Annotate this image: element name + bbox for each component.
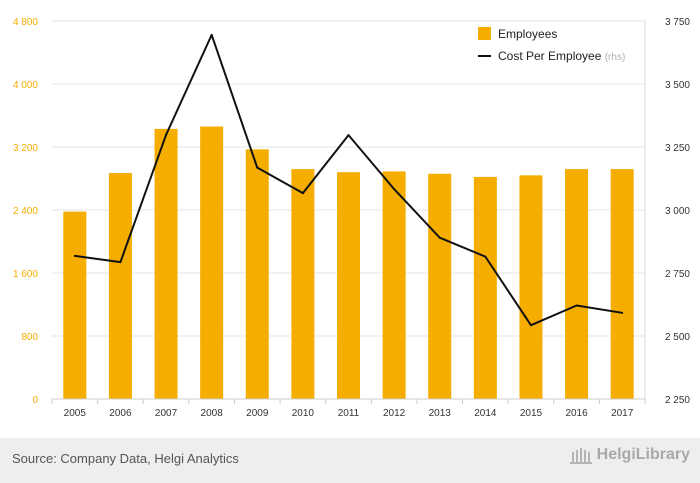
bar-2011: [337, 172, 360, 399]
x-tick-label: 2008: [201, 408, 224, 419]
left-y-axis: 0 800 1 600 2 400 3 200 4 000 4 800: [13, 17, 38, 406]
bar-2008: [200, 126, 224, 400]
left-tick-label: 4 800: [13, 17, 38, 28]
left-tick-label: 4 000: [13, 80, 38, 91]
left-tick-label: 2 400: [13, 206, 38, 217]
right-tick-label: 2 250: [665, 395, 690, 406]
library-icon: [569, 448, 592, 464]
x-tick-label: 2014: [474, 408, 497, 419]
bar-2012: [382, 171, 406, 399]
x-tick-label: 2013: [429, 408, 452, 419]
x-tick-label: 2016: [565, 408, 588, 419]
bar-2009: [245, 149, 269, 399]
bar-2016: [565, 169, 589, 399]
bar-2006: [108, 172, 132, 399]
bar-2005: [63, 211, 87, 399]
line-point-2012: [393, 188, 396, 191]
legend: Employees Cost Per Employee (rhs): [478, 27, 625, 63]
line-point-2005: [73, 254, 76, 257]
line-point-2016: [575, 304, 578, 307]
line-point-2017: [621, 311, 624, 314]
x-tick-label: 2012: [383, 408, 406, 419]
legend-swatch-employees: [478, 27, 491, 40]
legend-label-cost: Cost Per Employee (rhs): [498, 49, 625, 63]
right-tick-label: 2 750: [665, 269, 690, 280]
right-tick-label: 3 500: [665, 80, 690, 91]
x-tick-label: 2006: [109, 408, 132, 419]
x-tick-label: 2009: [246, 408, 269, 419]
x-tick-label: 2017: [611, 408, 634, 419]
x-axis: 2005 2006 2007 2008 2009 2010 2011 2012 2013 2014…: [51, 398, 646, 419]
bar-2007: [154, 128, 178, 399]
line-point-2008: [210, 33, 213, 36]
bar-2013: [428, 173, 452, 399]
x-tick-label: 2010: [292, 408, 315, 419]
line-point-2014: [484, 255, 487, 258]
left-tick-label: 3 200: [13, 143, 38, 154]
line-point-2007: [165, 133, 168, 136]
right-tick-label: 3 750: [665, 17, 690, 28]
chart: 0 800 1 600 2 400 3 200 4 000 4 800 2 250 2 500…: [13, 17, 690, 419]
bar-series-employees: [63, 126, 634, 400]
brand-name: HelgiLibrary: [596, 446, 690, 463]
bar-2017: [610, 169, 634, 399]
left-tick-label: 1 600: [13, 269, 38, 280]
x-tick-label: 2015: [520, 408, 543, 419]
right-tick-label: 2 500: [665, 332, 690, 343]
x-tick-label: 2011: [338, 408, 360, 419]
x-tick-label: 2005: [64, 408, 87, 419]
line-point-2013: [438, 236, 441, 239]
line-series-cost-per-employee: [73, 33, 624, 327]
line-point-2011: [347, 134, 350, 137]
right-tick-label: 3 250: [665, 143, 690, 154]
bar-2014: [473, 176, 497, 399]
legend-label-employees: Employees: [498, 27, 557, 41]
left-tick-label: 0: [32, 395, 38, 406]
line-point-2009: [256, 166, 259, 169]
brand-logo: HelgiLibrary: [569, 446, 690, 464]
right-tick-label: 3 000: [665, 206, 690, 217]
x-tick-label: 2007: [155, 408, 178, 419]
right-y-axis: 2 250 2 500 2 750 3 000 3 250 3 500 3 750: [644, 17, 690, 406]
line-point-2015: [529, 324, 532, 327]
source-text: Source: Company Data, Helgi Analytics: [12, 451, 239, 466]
bar-2010: [291, 169, 315, 399]
bar-2015: [519, 175, 543, 399]
line-point-2010: [301, 192, 304, 195]
left-tick-label: 800: [21, 332, 38, 343]
line-point-2006: [119, 261, 122, 264]
footer: Source: Company Data, Helgi Analytics He…: [0, 438, 700, 483]
